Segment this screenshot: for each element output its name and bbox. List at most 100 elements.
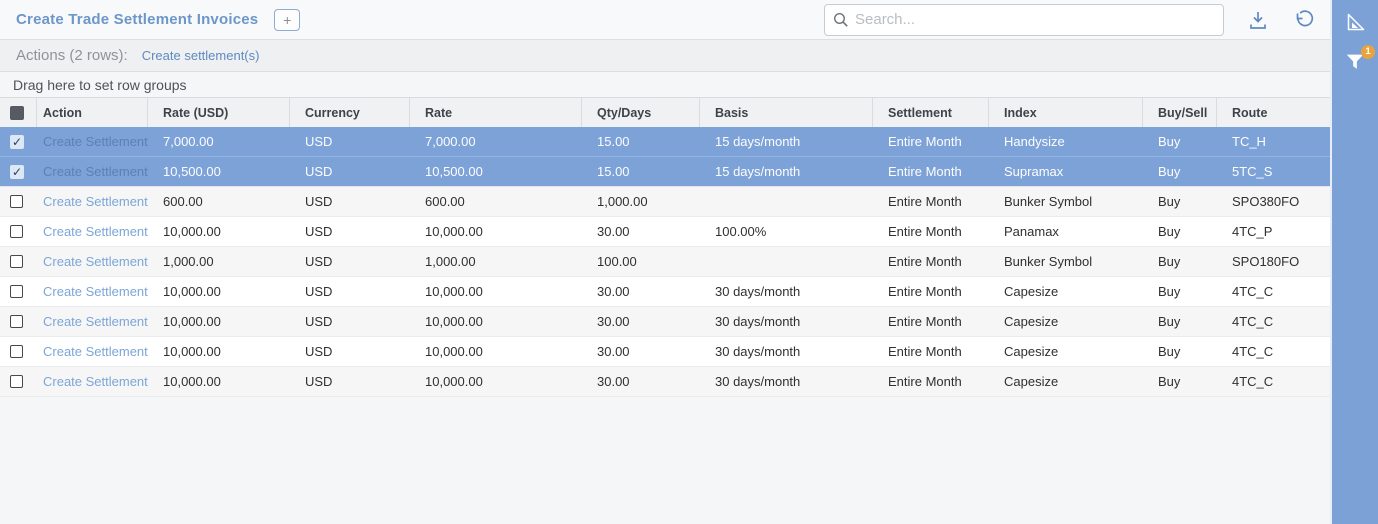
row-group-drop-label: Drag here to set row groups — [13, 76, 187, 93]
buy-sell-cell: Buy — [1158, 194, 1181, 209]
basis-cell — [700, 247, 873, 276]
row-checkbox[interactable] — [10, 375, 23, 388]
grid-header: Action Rate (USD) Currency Rate Qty/Days… — [0, 98, 1330, 127]
basis-cell: 30 days/month — [715, 344, 801, 359]
qty-days-cell: 30.00 — [597, 224, 630, 239]
top-bar: Create Trade Settlement Invoices + — [0, 0, 1330, 40]
basis-cell: 30 days/month — [715, 314, 801, 329]
table-row[interactable]: Create Settlement 10,000.00 USD 10,000.0… — [0, 367, 1330, 397]
create-settlement-link[interactable]: Create Settlement — [43, 134, 148, 149]
table-row[interactable]: Create Settlement 1,000.00 USD 1,000.00 … — [0, 247, 1330, 277]
index-cell: Bunker Symbol — [1004, 254, 1093, 269]
create-settlement-link[interactable]: Create Settlement — [43, 284, 148, 299]
column-header-basis[interactable]: Basis — [700, 98, 873, 127]
route-cell: TC_H — [1232, 134, 1266, 149]
table-row[interactable]: Create Settlement 10,000.00 USD 10,000.0… — [0, 217, 1330, 247]
column-header-qty-days[interactable]: Qty/Days — [582, 98, 700, 127]
route-cell: 4TC_C — [1232, 374, 1274, 389]
create-settlement-link[interactable]: Create Settlement — [43, 374, 148, 389]
route-cell: 5TC_S — [1232, 164, 1273, 179]
row-group-drop-zone[interactable]: Drag here to set row groups — [0, 72, 1330, 98]
rate-usd-cell: 10,000.00 — [163, 284, 221, 299]
rate-cell: 10,500.00 — [425, 164, 483, 179]
set-square-icon[interactable] — [1343, 10, 1367, 34]
qty-days-cell: 15.00 — [597, 164, 630, 179]
index-cell: Capesize — [1004, 284, 1059, 299]
create-settlement-link[interactable]: Create Settlement — [43, 224, 148, 239]
row-checkbox[interactable] — [10, 255, 23, 268]
column-header-settlement[interactable]: Settlement — [873, 98, 989, 127]
rate-cell: 7,000.00 — [425, 134, 476, 149]
currency-cell: USD — [305, 314, 333, 329]
table-row[interactable]: Create Settlement 10,500.00 USD 10,500.0… — [0, 157, 1330, 187]
settlement-cell: Entire Month — [888, 224, 962, 239]
qty-days-cell: 30.00 — [597, 374, 630, 389]
rate-cell: 10,000.00 — [425, 344, 483, 359]
currency-cell: USD — [305, 134, 333, 149]
row-checkbox[interactable] — [10, 345, 23, 358]
settlement-cell: Entire Month — [888, 284, 962, 299]
route-cell: 4TC_C — [1232, 344, 1274, 359]
download-icon[interactable] — [1246, 8, 1270, 32]
column-header-buy-sell[interactable]: Buy/Sell — [1143, 98, 1217, 127]
currency-cell: USD — [305, 224, 333, 239]
row-checkbox[interactable] — [10, 134, 24, 149]
row-checkbox[interactable] — [10, 225, 23, 238]
rate-cell: 10,000.00 — [425, 224, 483, 239]
column-header-action[interactable]: Action — [37, 98, 148, 127]
create-settlements-link[interactable]: Create settlement(s) — [141, 48, 260, 63]
column-header-rate[interactable]: Rate — [410, 98, 582, 127]
empty-grid-area — [0, 397, 1330, 524]
create-settlement-link[interactable]: Create Settlement — [43, 164, 148, 179]
column-header-rate-usd[interactable]: Rate (USD) — [148, 98, 290, 127]
rate-usd-cell: 1,000.00 — [163, 254, 214, 269]
create-settlement-link[interactable]: Create Settlement — [43, 314, 148, 329]
page-title: Create Trade Settlement Invoices — [16, 11, 259, 28]
table-row[interactable]: Create Settlement 10,000.00 USD 10,000.0… — [0, 337, 1330, 367]
index-cell: Capesize — [1004, 314, 1059, 329]
column-header-currency[interactable]: Currency — [290, 98, 410, 127]
rate-cell: 1,000.00 — [425, 254, 476, 269]
select-all-checkbox[interactable] — [10, 105, 24, 120]
column-header-index[interactable]: Index — [989, 98, 1143, 127]
basis-cell: 100.00% — [715, 224, 767, 239]
filter-icon[interactable]: 1 — [1343, 45, 1375, 74]
create-settlement-link[interactable]: Create Settlement — [43, 254, 148, 269]
basis-cell: 30 days/month — [715, 374, 801, 389]
column-header-route[interactable]: Route — [1232, 105, 1268, 120]
index-cell: Capesize — [1004, 374, 1059, 389]
route-cell: 4TC_P — [1232, 224, 1273, 239]
index-cell: Handysize — [1004, 134, 1065, 149]
rate-usd-cell: 10,000.00 — [163, 344, 221, 359]
row-checkbox[interactable] — [10, 164, 24, 179]
route-cell: SPO180FO — [1232, 254, 1300, 269]
settlement-cell: Entire Month — [888, 374, 962, 389]
search-input[interactable] — [824, 3, 1224, 36]
currency-cell: USD — [305, 254, 333, 269]
actions-label: Actions (2 rows): — [16, 47, 128, 64]
buy-sell-cell: Buy — [1158, 164, 1181, 179]
settlement-cell: Entire Month — [888, 194, 962, 209]
row-checkbox[interactable] — [10, 285, 23, 298]
row-checkbox[interactable] — [10, 195, 23, 208]
currency-cell: USD — [305, 284, 333, 299]
table-row[interactable]: Create Settlement 10,000.00 USD 10,000.0… — [0, 307, 1330, 337]
table-row[interactable]: Create Settlement 10,000.00 USD 10,000.0… — [0, 277, 1330, 307]
row-checkbox[interactable] — [10, 315, 23, 328]
qty-days-cell: 30.00 — [597, 284, 630, 299]
table-row[interactable]: Create Settlement 600.00 USD 600.00 1,00… — [0, 187, 1330, 217]
create-settlement-link[interactable]: Create Settlement — [43, 344, 148, 359]
currency-cell: USD — [305, 374, 333, 389]
table-row[interactable]: Create Settlement 7,000.00 USD 7,000.00 … — [0, 127, 1330, 157]
buy-sell-cell: Buy — [1158, 374, 1181, 389]
currency-cell: USD — [305, 344, 333, 359]
settlement-cell: Entire Month — [888, 164, 962, 179]
create-settlement-link[interactable]: Create Settlement — [43, 194, 148, 209]
add-button[interactable]: + — [274, 8, 301, 31]
basis-cell: 30 days/month — [715, 284, 801, 299]
buy-sell-cell: Buy — [1158, 224, 1181, 239]
settlement-cell: Entire Month — [888, 134, 962, 149]
undo-icon[interactable] — [1292, 8, 1316, 32]
qty-days-cell: 15.00 — [597, 134, 630, 149]
index-cell: Bunker Symbol — [1004, 194, 1093, 209]
